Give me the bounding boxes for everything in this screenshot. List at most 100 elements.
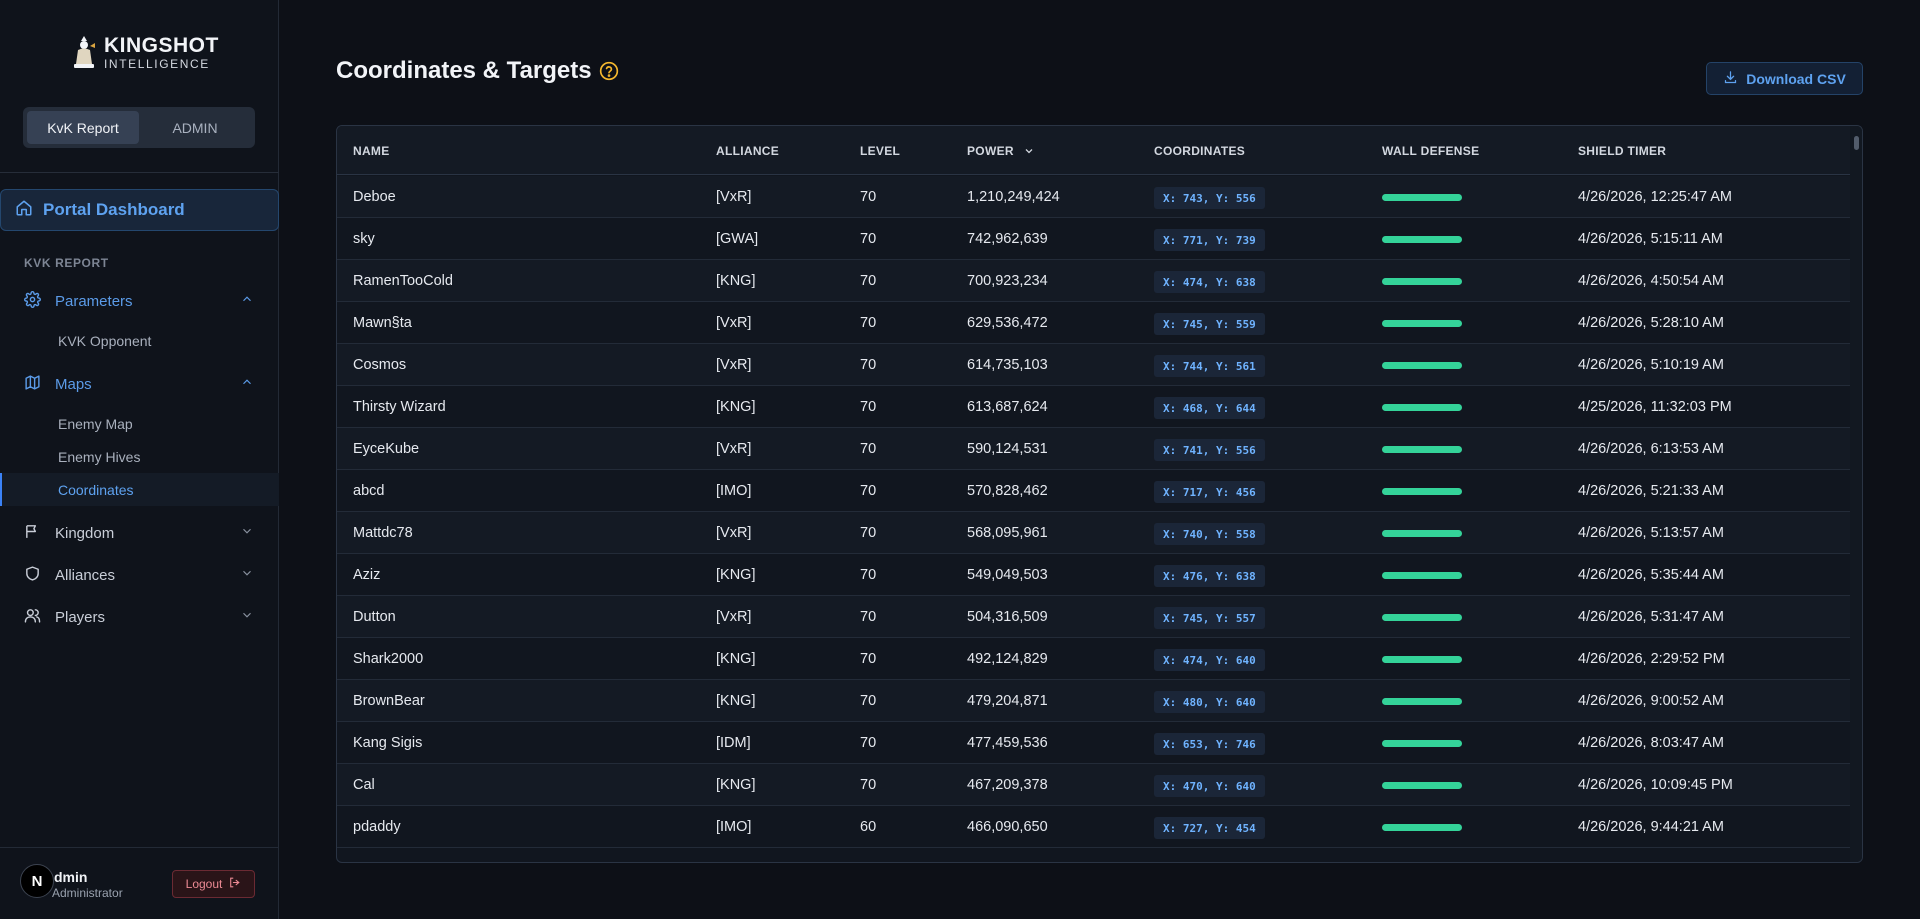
cell-level: 70 bbox=[860, 525, 877, 541]
cell-shield-timer: 4/26/2026, 8:03:47 AM bbox=[1578, 735, 1724, 751]
coordinates-badge[interactable]: X: 474, Y: 640 bbox=[1154, 649, 1265, 671]
shield-icon bbox=[24, 565, 41, 586]
cell-shield-timer: 4/26/2026, 9:00:52 AM bbox=[1578, 693, 1724, 709]
cell-alliance: [IMO] bbox=[716, 483, 752, 499]
table-row[interactable]: Kang Sigis [IDM] 70 477,459,536 4/26/2026, 8… bbox=[337, 722, 1852, 764]
scrollbar-thumb[interactable] bbox=[1854, 136, 1859, 150]
cell-level: 70 bbox=[860, 483, 877, 499]
coordinates-badge[interactable]: X: 744, Y: 561 bbox=[1154, 355, 1265, 377]
table-row[interactable]: RamenTooCold [KNG] 70 700,923,234 4/26/2026,… bbox=[337, 260, 1852, 302]
coordinates-badge[interactable]: X: 717, Y: 456 bbox=[1154, 481, 1265, 503]
cell-power: 504,316,509 bbox=[967, 609, 1048, 625]
table-row[interactable]: Mawn§ta [VxR] 70 629,536,472 4/26/2026, 5:28… bbox=[337, 302, 1852, 344]
nav-maps[interactable]: Maps bbox=[24, 372, 254, 396]
cell-name: Cosmos bbox=[353, 357, 407, 373]
table-row[interactable]: Deboe [VxR] 70 1,210,249,424 4/26/2026, 12:2… bbox=[337, 176, 1852, 218]
tab-admin[interactable]: ADMIN bbox=[172, 119, 218, 136]
help-icon[interactable] bbox=[599, 61, 619, 81]
table-row[interactable]: sky [GWA] 70 742,962,639 4/26/2026, 5:15:11 … bbox=[337, 218, 1852, 260]
coordinates-badge[interactable]: X: 480, Y: 640 bbox=[1154, 691, 1265, 713]
coordinates-badge[interactable]: X: 745, Y: 559 bbox=[1154, 313, 1265, 335]
coordinates-badge[interactable]: X: 653, Y: 746 bbox=[1154, 733, 1265, 755]
chevron-up-icon bbox=[240, 292, 254, 310]
coordinates-badge[interactable]: X: 743, Y: 556 bbox=[1154, 187, 1265, 209]
table-row[interactable]: Cal [KNG] 70 467,209,378 4/26/2026, 10:09:45… bbox=[337, 764, 1852, 806]
nav-kvk-opponent[interactable]: KVK Opponent bbox=[58, 332, 152, 349]
cell-name: pdaddy bbox=[353, 819, 401, 835]
cell-level: 70 bbox=[860, 357, 877, 373]
nav-parameters[interactable]: Parameters bbox=[24, 289, 254, 313]
cell-alliance: [VxR] bbox=[716, 357, 752, 373]
cell-power: 492,124,829 bbox=[967, 651, 1048, 667]
col-header-name[interactable]: NAME bbox=[353, 144, 390, 158]
section-label-kvk-report: KVK REPORT bbox=[24, 256, 109, 270]
cell-power: 568,095,961 bbox=[967, 525, 1048, 541]
table-row[interactable]: Dutton [VxR] 70 504,316,509 4/26/2026, 5:31:… bbox=[337, 596, 1852, 638]
table-row[interactable]: Aziz [KNG] 70 549,049,503 4/26/2026, 5:35:44… bbox=[337, 554, 1852, 596]
nav-kingdom[interactable]: Kingdom bbox=[24, 521, 254, 545]
wall-defense-fill bbox=[1382, 320, 1462, 327]
nav-alliances[interactable]: Alliances bbox=[24, 563, 254, 587]
table-row[interactable]: Cosmos [VxR] 70 614,735,103 4/26/2026, 5:10:… bbox=[337, 344, 1852, 386]
coordinates-badge[interactable]: X: 745, Y: 557 bbox=[1154, 607, 1265, 629]
coordinates-badge[interactable]: X: 476, Y: 638 bbox=[1154, 565, 1265, 587]
table-row[interactable]: Shark2000 [KNG] 70 492,124,829 4/26/2026, 2:… bbox=[337, 638, 1852, 680]
coordinates-badge[interactable]: X: 474, Y: 638 bbox=[1154, 271, 1265, 293]
wall-defense-bar bbox=[1382, 194, 1462, 201]
logout-button[interactable]: Logout bbox=[172, 870, 255, 898]
table-row[interactable]: BrownBear [KNG] 70 479,204,871 4/26/2026, 9:… bbox=[337, 680, 1852, 722]
wall-defense-fill bbox=[1382, 698, 1462, 705]
brand-subtitle: INTELLIGENCE bbox=[104, 56, 210, 71]
wall-defense-bar bbox=[1382, 404, 1462, 411]
wall-defense-bar bbox=[1382, 824, 1462, 831]
coordinates-badge[interactable]: X: 741, Y: 556 bbox=[1154, 439, 1265, 461]
cell-name: sky bbox=[353, 231, 375, 247]
wall-defense-bar bbox=[1382, 572, 1462, 579]
download-csv-label: Download CSV bbox=[1746, 70, 1846, 87]
table-row[interactable]: EyceKube [VxR] 70 590,124,531 4/26/2026, 6:1… bbox=[337, 428, 1852, 470]
wall-defense-fill bbox=[1382, 782, 1462, 789]
coordinates-badge[interactable]: X: 771, Y: 739 bbox=[1154, 229, 1265, 251]
nav-players[interactable]: Players bbox=[24, 605, 254, 629]
cell-power: 467,209,378 bbox=[967, 777, 1048, 793]
logout-icon bbox=[228, 876, 241, 892]
table-row[interactable]: Thirsty Wizard [KNG] 70 613,687,624 4/25/202… bbox=[337, 386, 1852, 428]
tab-kvk-report[interactable]: KvK Report bbox=[27, 111, 139, 144]
coordinates-badge[interactable]: X: 468, Y: 644 bbox=[1154, 397, 1265, 419]
wall-defense-fill bbox=[1382, 404, 1462, 411]
cell-level: 70 bbox=[860, 693, 877, 709]
cell-alliance: [VxR] bbox=[716, 525, 752, 541]
sidebar-divider bbox=[0, 172, 279, 173]
nav-coordinates[interactable]: Coordinates bbox=[0, 473, 279, 506]
table-row[interactable]: pdaddy [IMO] 60 466,090,650 4/26/2026, 9:44:… bbox=[337, 806, 1852, 848]
download-csv-button[interactable]: Download CSV bbox=[1706, 62, 1863, 95]
coordinates-badge[interactable]: X: 470, Y: 640 bbox=[1154, 775, 1265, 797]
brand-logo[interactable]: KINGSHOT INTELLIGENCE bbox=[70, 34, 219, 70]
cell-name: Thirsty Wizard bbox=[353, 399, 446, 415]
cell-shield-timer: 4/26/2026, 5:15:11 AM bbox=[1578, 231, 1723, 247]
col-header-level[interactable]: LEVEL bbox=[860, 144, 901, 158]
coordinates-badge[interactable]: X: 740, Y: 558 bbox=[1154, 523, 1265, 545]
nav-enemy-map[interactable]: Enemy Map bbox=[58, 415, 133, 432]
cell-alliance: [IDM] bbox=[716, 735, 751, 751]
col-header-wall-defense[interactable]: WALL DEFENSE bbox=[1382, 144, 1480, 158]
coordinates-badge[interactable]: X: 727, Y: 454 bbox=[1154, 817, 1265, 839]
table-row[interactable]: Mattdc78 [VxR] 70 568,095,961 4/26/2026, 5:1… bbox=[337, 512, 1852, 554]
col-header-shield-timer[interactable]: SHIELD TIMER bbox=[1578, 144, 1667, 158]
user-name: dmin bbox=[54, 869, 88, 885]
wall-defense-fill bbox=[1382, 278, 1462, 285]
wall-defense-fill bbox=[1382, 194, 1462, 201]
col-header-power[interactable]: POWER bbox=[967, 144, 1035, 160]
portal-dashboard-link[interactable]: Portal Dashboard bbox=[0, 189, 279, 231]
cell-name: Aziz bbox=[353, 567, 381, 583]
cell-shield-timer: 4/26/2026, 2:29:52 PM bbox=[1578, 651, 1725, 667]
wall-defense-fill bbox=[1382, 572, 1462, 579]
cell-power: 549,049,503 bbox=[967, 567, 1048, 583]
col-header-coordinates[interactable]: COORDINATES bbox=[1154, 144, 1246, 158]
cell-shield-timer: 4/26/2026, 5:10:19 AM bbox=[1578, 357, 1724, 373]
table-scrollbar[interactable] bbox=[1850, 126, 1862, 862]
table-row[interactable]: abcd [IMO] 70 570,828,462 4/26/2026, 5:21:33… bbox=[337, 470, 1852, 512]
nav-enemy-hives[interactable]: Enemy Hives bbox=[58, 448, 141, 465]
col-header-alliance[interactable]: ALLIANCE bbox=[716, 144, 780, 158]
avatar[interactable]: N bbox=[20, 864, 54, 898]
